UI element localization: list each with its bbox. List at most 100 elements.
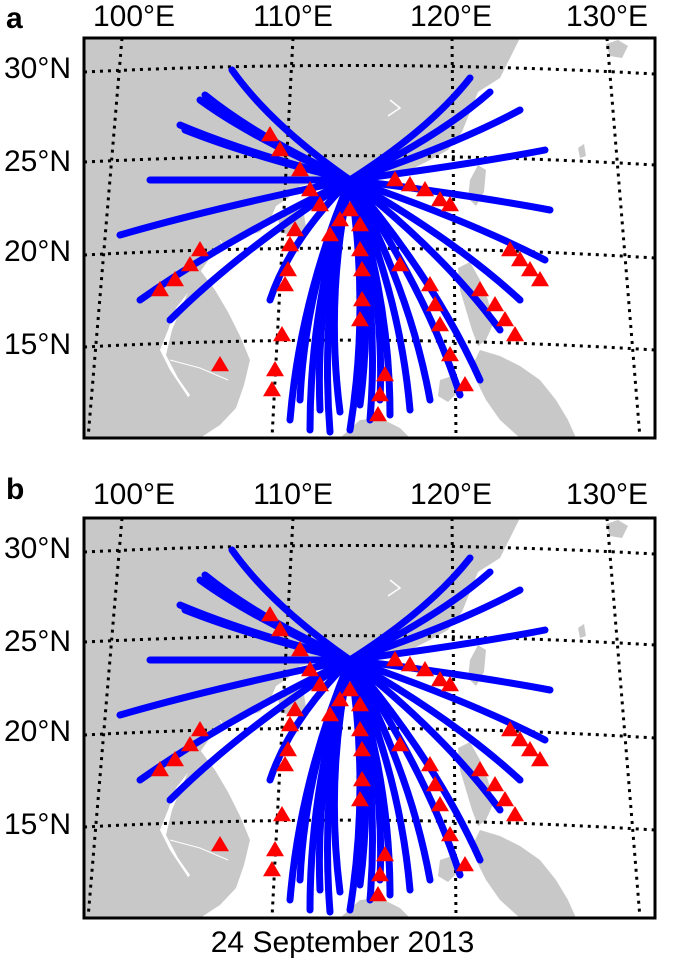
trajectory-line [116, 656, 354, 719]
trajectory-marker [351, 311, 369, 327]
trajectory-marker [166, 271, 184, 287]
trajectory-marker [521, 741, 539, 757]
trajectory-line [266, 176, 354, 304]
trajectory-marker [351, 791, 369, 807]
trajectory-line [166, 656, 354, 804]
trajectory-marker [501, 241, 519, 257]
trajectory-marker [441, 676, 459, 692]
trajectory-line [346, 626, 549, 664]
trajectory-marker [331, 691, 349, 707]
trajectory-marker [371, 386, 389, 402]
trajectory-marker [276, 756, 294, 772]
panel-a-lon-label-130: 130°E [565, 0, 649, 33]
trajectory-marker [386, 171, 404, 187]
trajectory-marker [353, 771, 371, 787]
trajectory-marker [426, 776, 444, 792]
trajectory-line [346, 176, 549, 264]
trajectory-marker [321, 706, 339, 722]
panel-b-lon-label-110: 110°E [253, 478, 333, 511]
trajectory-marker [276, 276, 294, 292]
trajectory-line [346, 656, 484, 864]
trajectory-marker [486, 776, 504, 792]
trajectory-marker [506, 326, 524, 342]
trajectory-marker [456, 856, 474, 872]
trajectory-line [346, 656, 524, 784]
trajectory-marker [286, 221, 304, 237]
trajectory-marker [351, 696, 369, 712]
trajectory-marker [511, 251, 529, 267]
trajectory-marker [191, 241, 209, 257]
panel-a-lon-label-100: 100°E [92, 0, 176, 33]
trajectory-marker [531, 271, 549, 287]
panel-a-lat-label-20: 20°N [4, 235, 72, 268]
panel-a-map [84, 38, 655, 438]
trajectory-marker [181, 736, 199, 752]
panel-a-lat-label-15: 15°N [4, 328, 72, 361]
trajectory-marker [351, 721, 369, 737]
trajectory-line [346, 656, 549, 744]
trajectory-marker [391, 256, 409, 272]
trajectory-marker [386, 651, 404, 667]
trajectory-marker [416, 661, 434, 677]
panel-b-lon-label-100: 100°E [92, 478, 176, 511]
panel-b-lat-label-30: 30°N [4, 532, 72, 565]
panel-a-trajectories [116, 66, 554, 436]
trajectory-line [346, 656, 504, 814]
trajectory-marker [351, 241, 369, 257]
panel-b-frame [82, 516, 657, 920]
panel-b-letter: b [6, 473, 25, 506]
trajectory-marker [266, 361, 284, 377]
trajectory-marker [273, 806, 291, 822]
trajectory-marker [266, 841, 284, 857]
trajectory-marker [286, 701, 304, 717]
trajectory-marker [431, 316, 449, 332]
panel-a-letter: a [6, 2, 23, 35]
trajectory-marker [321, 226, 339, 242]
trajectory-marker [456, 376, 474, 392]
trajectory-line [346, 176, 524, 304]
trajectory-marker [281, 716, 299, 732]
trajectory-marker [401, 656, 419, 672]
trajectory-marker [263, 861, 281, 877]
trajectory-marker [166, 751, 184, 767]
trajectory-marker [351, 216, 369, 232]
trajectory-marker [311, 676, 329, 692]
trajectory-marker [441, 346, 459, 362]
trajectory-line [228, 546, 354, 664]
trajectory-marker [211, 836, 229, 852]
trajectory-marker [281, 236, 299, 252]
trajectory-line [181, 606, 354, 664]
trajectory-marker [521, 261, 539, 277]
trajectory-marker [441, 196, 459, 212]
trajectory-line [346, 176, 484, 384]
trajectory-marker [511, 731, 529, 747]
trajectory-marker [401, 176, 419, 192]
trajectory-marker [353, 261, 371, 277]
trajectory-marker [506, 806, 524, 822]
trajectory-marker [369, 886, 387, 902]
panel-a-frame [82, 36, 657, 440]
panel-b-lat-label-20: 20°N [4, 715, 72, 748]
trajectory-marker [501, 721, 519, 737]
panel-a-lon-label-120: 120°E [409, 0, 493, 33]
trajectory-marker [416, 181, 434, 197]
trajectory-marker [421, 276, 439, 292]
trajectory-line [346, 146, 549, 184]
trajectory-line [346, 656, 385, 884]
trajectory-marker [151, 761, 169, 777]
panel-a-markers [151, 126, 549, 422]
trajectory-marker [211, 356, 229, 372]
panel-a-lat-label-25: 25°N [4, 145, 72, 178]
trajectory-marker [376, 366, 394, 382]
trajectory-line [166, 176, 354, 324]
trajectory-line [346, 586, 524, 664]
panel-b-lon-label-130: 130°E [565, 478, 649, 511]
trajectory-line [346, 656, 554, 694]
trajectory-line [116, 176, 354, 239]
trajectory-marker [496, 311, 514, 327]
panel-b-markers [151, 606, 549, 902]
trajectory-marker [301, 181, 319, 197]
trajectory-marker [271, 621, 289, 637]
trajectory-marker [353, 741, 371, 757]
